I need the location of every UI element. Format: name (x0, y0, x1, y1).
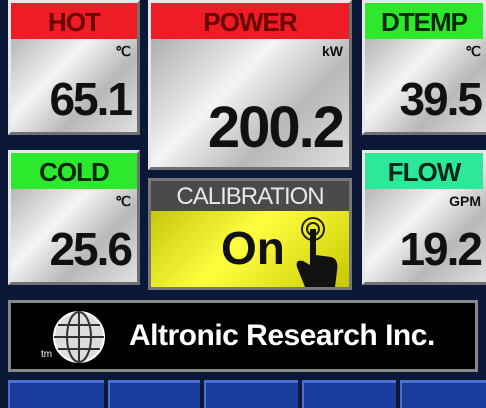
panel-value: 65.1 (49, 73, 133, 125)
panel-unit: ℃ (465, 43, 481, 59)
panel-unit: GPM (449, 193, 481, 209)
nav-button[interactable] (400, 380, 486, 408)
panel-label: FLOW (365, 153, 483, 189)
panel-label: HOT (11, 3, 137, 39)
panel-unit: ℃ (115, 193, 131, 209)
hot-panel: HOT ℃ 65.1 (8, 0, 140, 135)
panel-unit: kW (322, 43, 343, 59)
globe-logo (53, 311, 105, 363)
calibration-state: On (221, 222, 285, 274)
hand-icon (296, 217, 338, 287)
calibration-button[interactable]: CALIBRATION On (148, 178, 352, 290)
cold-panel: COLD ℃ 25.6 (8, 150, 140, 285)
panel-label: COLD (11, 153, 137, 189)
panel-value: 19.2 (399, 223, 483, 275)
panel-value: 200.2 (207, 95, 345, 160)
power-panel: POWER kW 200.2 (148, 0, 352, 170)
panel-value: 25.6 (49, 223, 133, 275)
panel-label: DTEMP (365, 3, 483, 39)
company-name: Altronic Research Inc. (129, 319, 435, 352)
panel-label: POWER (151, 3, 349, 39)
dtemp-panel: DTEMP ℃ 39.5 (362, 0, 486, 135)
nav-button[interactable] (108, 380, 200, 408)
calibration-label: CALIBRATION (151, 181, 349, 211)
company-banner: tm Altronic Research Inc. (8, 300, 478, 372)
panel-unit: ℃ (115, 43, 131, 59)
nav-button[interactable] (204, 380, 298, 408)
flow-panel: FLOW GPM 19.2 (362, 150, 486, 285)
panel-value: 39.5 (399, 73, 483, 125)
nav-button[interactable] (8, 380, 104, 408)
trademark: tm (41, 349, 53, 360)
nav-button[interactable] (302, 380, 396, 408)
